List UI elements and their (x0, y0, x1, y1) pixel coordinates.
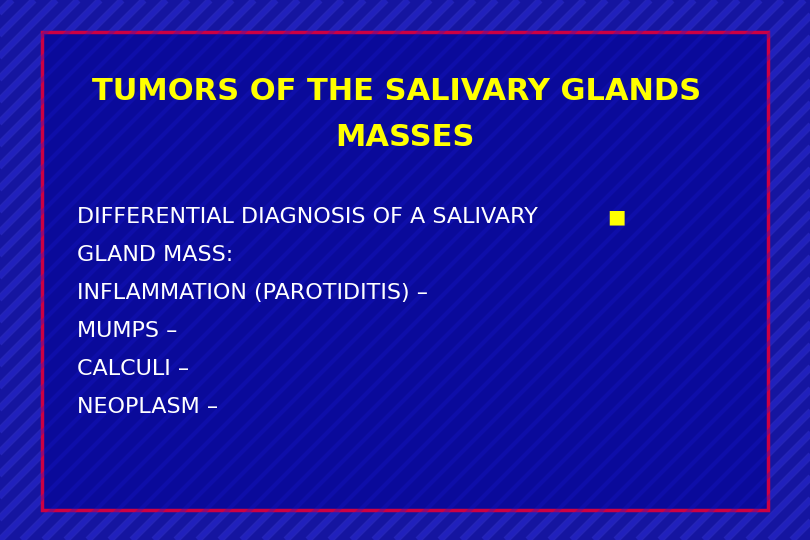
Text: GLAND MASS:: GLAND MASS: (77, 245, 233, 265)
Text: DIFFERENTIAL DIAGNOSIS OF A SALIVARY: DIFFERENTIAL DIAGNOSIS OF A SALIVARY (77, 207, 538, 227)
Bar (42, 32, 768, 510)
Text: NEOPLASM –: NEOPLASM – (77, 397, 218, 417)
Text: ■: ■ (607, 207, 625, 226)
Text: MUMPS –: MUMPS – (77, 321, 177, 341)
Text: MASSES: MASSES (335, 123, 475, 152)
Text: CALCULI –: CALCULI – (77, 359, 189, 379)
Text: TUMORS OF THE SALIVARY GLANDS: TUMORS OF THE SALIVARY GLANDS (92, 78, 701, 106)
Text: INFLAMMATION (PAROTIDITIS) –: INFLAMMATION (PAROTIDITIS) – (77, 283, 428, 303)
